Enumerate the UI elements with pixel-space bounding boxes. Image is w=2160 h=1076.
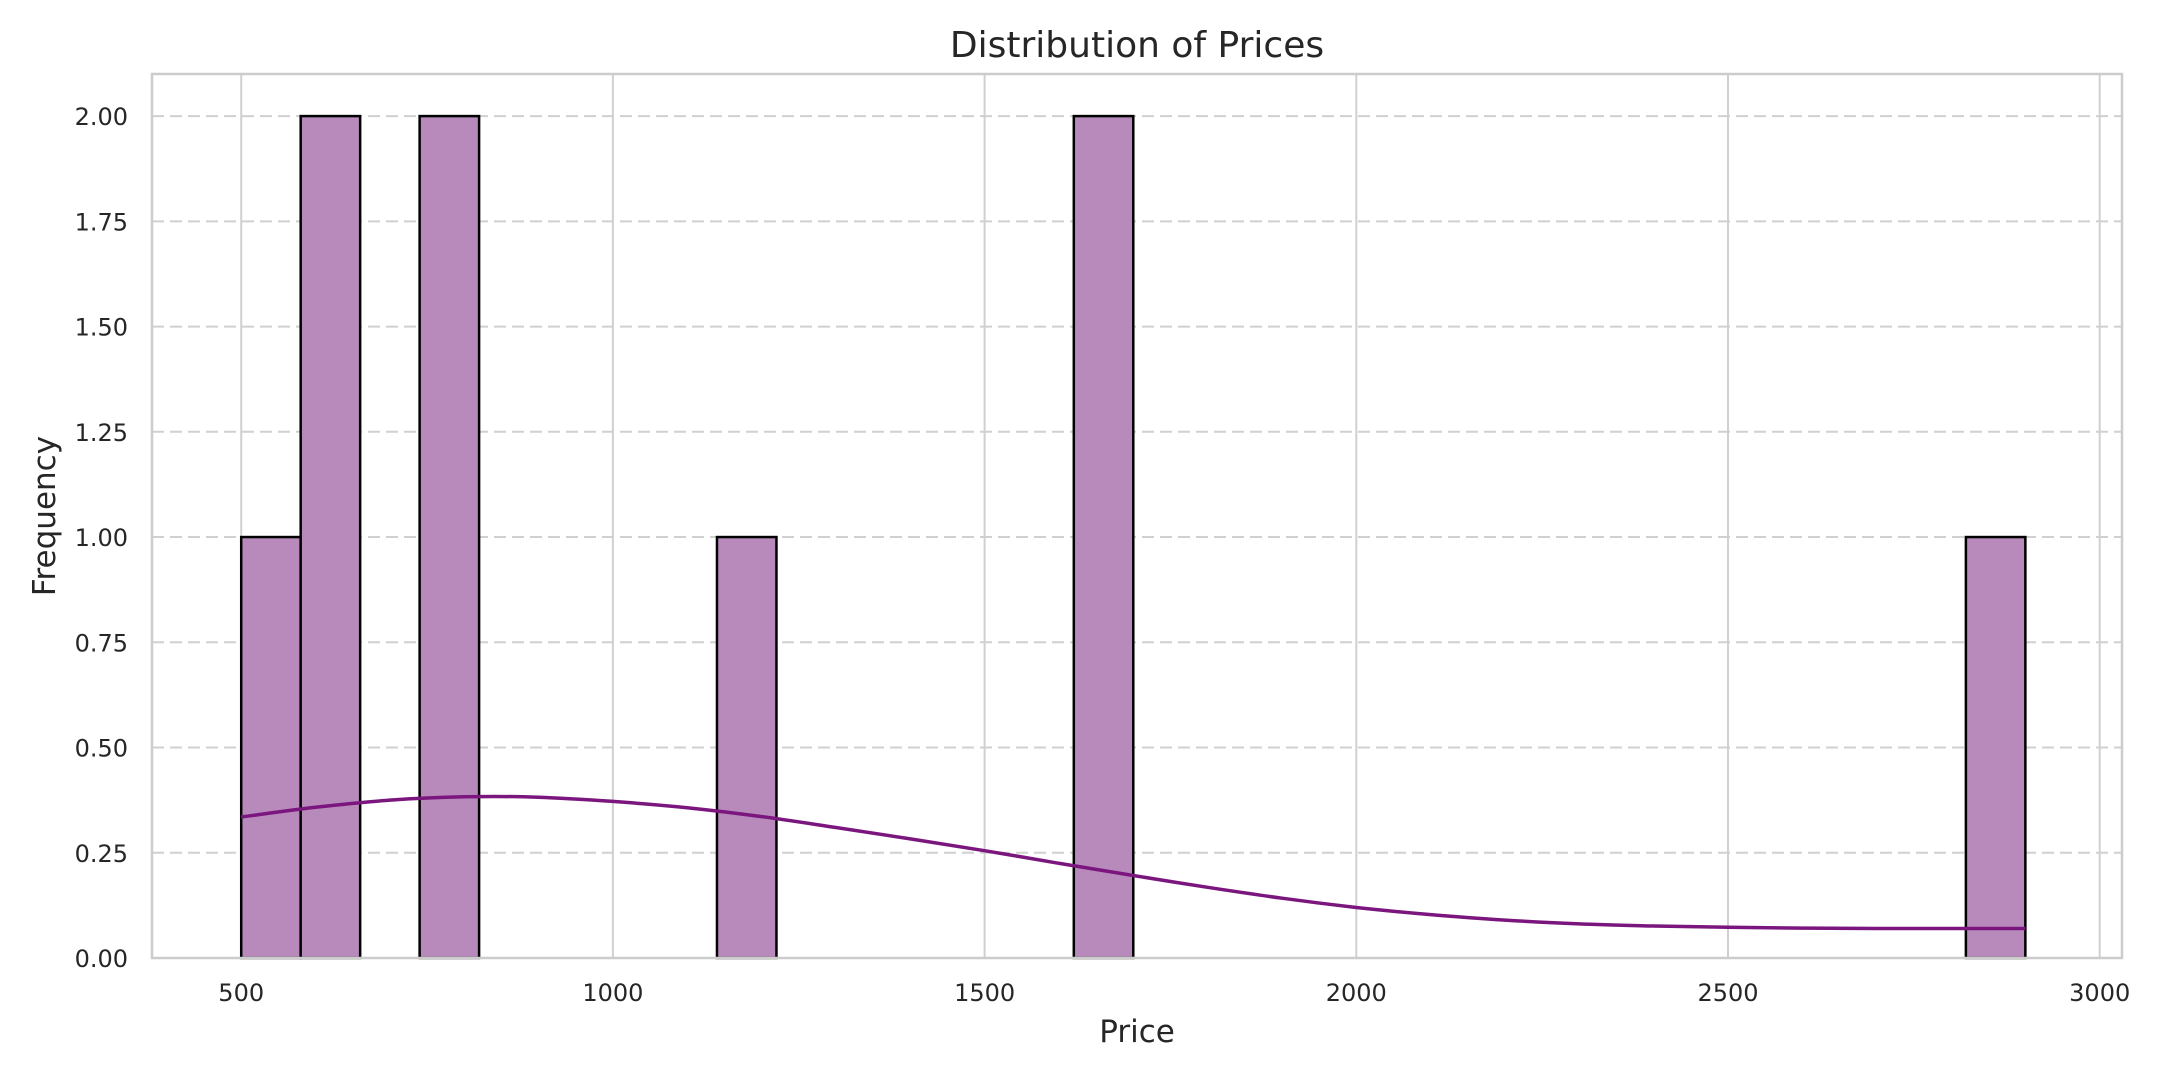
- kde-curve: [240, 794, 2026, 931]
- histogram-bar: [418, 114, 481, 960]
- y-tick-label: 2.00: [75, 103, 128, 131]
- histogram-bar: [1072, 114, 1135, 960]
- x-tick-label: 1500: [954, 979, 1015, 1007]
- y-tick-label: 0.50: [75, 735, 128, 763]
- x-axis-label: Price: [1099, 1014, 1175, 1050]
- histogram-bar: [715, 535, 778, 960]
- histogram-bars: [239, 114, 2027, 960]
- y-tick-labels: 0.00 0.25 0.50 0.75 1.00 1.25 1.50 1.75 2.00: [75, 103, 128, 973]
- histogram-bar: [239, 535, 302, 960]
- x-tick-label: 3000: [2069, 979, 2130, 1007]
- y-tick-label: 1.00: [75, 524, 128, 552]
- y-axis-label: Frequency: [27, 436, 63, 596]
- x-tick-labels: 500 1000 1500 2000 2500 3000: [218, 979, 2130, 1007]
- y-tick-label: 1.75: [75, 208, 128, 236]
- x-tick-label: 2500: [1697, 979, 1758, 1007]
- y-tick-label: 1.25: [75, 419, 128, 447]
- y-tick-label: 0.00: [75, 945, 128, 973]
- x-tick-label: 1000: [582, 979, 643, 1007]
- x-tick-label: 500: [218, 979, 264, 1007]
- y-tick-label: 1.50: [75, 314, 128, 342]
- y-tick-label: 0.25: [75, 840, 128, 868]
- histogram-bar: [1964, 535, 2027, 960]
- plot-frame: [150, 72, 2124, 960]
- kde-curve-layer: [240, 794, 2026, 931]
- x-tick-label: 2000: [1326, 979, 1387, 1007]
- chart-title: Distribution of Prices: [950, 25, 1324, 66]
- histogram-bar: [299, 114, 362, 960]
- y-tick-label: 0.75: [75, 629, 128, 657]
